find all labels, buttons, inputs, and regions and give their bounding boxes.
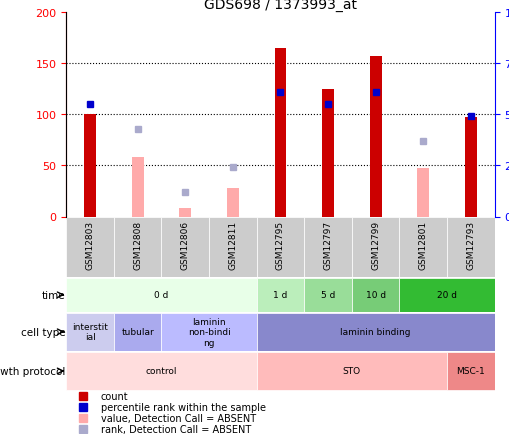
Bar [322, 89, 333, 217]
Bar [304, 217, 351, 278]
Bar [416, 169, 429, 217]
Bar [66, 352, 256, 390]
Bar [179, 209, 191, 217]
Text: laminin binding: laminin binding [340, 328, 410, 336]
Bar [66, 217, 114, 278]
Text: 20 d: 20 d [436, 291, 456, 299]
Bar [369, 57, 381, 217]
Text: value, Detection Call = ABSENT: value, Detection Call = ABSENT [100, 413, 255, 423]
Bar [399, 279, 494, 312]
Text: laminin
non-bindi
ng: laminin non-bindi ng [187, 317, 230, 347]
Text: 10 d: 10 d [365, 291, 385, 299]
Bar [84, 115, 96, 217]
Text: tubular: tubular [121, 328, 154, 336]
Text: GSM12799: GSM12799 [371, 220, 379, 269]
Bar [351, 279, 399, 312]
Text: rank, Detection Call = ABSENT: rank, Detection Call = ABSENT [100, 424, 250, 434]
Bar [227, 188, 238, 217]
Title: GDS698 / 1373993_at: GDS698 / 1373993_at [204, 0, 356, 12]
Bar [304, 279, 351, 312]
Bar [161, 313, 256, 351]
Text: 1 d: 1 d [273, 291, 287, 299]
Bar [256, 217, 304, 278]
Text: GSM12803: GSM12803 [86, 220, 94, 269]
Bar [446, 352, 494, 390]
Text: control: control [146, 367, 177, 375]
Text: GSM12811: GSM12811 [228, 220, 237, 269]
Text: count: count [100, 391, 128, 401]
Text: cell type: cell type [21, 327, 65, 337]
Text: GSM12795: GSM12795 [275, 220, 285, 269]
Bar [446, 217, 494, 278]
Bar [256, 313, 494, 351]
Bar [66, 313, 114, 351]
Bar [209, 217, 256, 278]
Text: STO: STO [342, 367, 360, 375]
Text: time: time [42, 290, 65, 300]
Bar [114, 313, 161, 351]
Bar [114, 217, 161, 278]
Text: 5 d: 5 d [320, 291, 334, 299]
Text: percentile rank within the sample: percentile rank within the sample [100, 402, 265, 412]
Text: GSM12801: GSM12801 [418, 220, 427, 269]
Bar [351, 217, 399, 278]
Bar [66, 279, 256, 312]
Text: GSM12797: GSM12797 [323, 220, 332, 269]
Bar [399, 217, 446, 278]
Text: GSM12793: GSM12793 [466, 220, 474, 269]
Text: growth protocol: growth protocol [0, 366, 65, 376]
Bar [464, 118, 476, 217]
Text: GSM12806: GSM12806 [181, 220, 189, 269]
Bar [274, 49, 286, 217]
Bar [131, 158, 144, 217]
Text: interstit
ial: interstit ial [72, 322, 108, 342]
Text: MSC-1: MSC-1 [456, 367, 485, 375]
Bar [161, 217, 209, 278]
Text: 0 d: 0 d [154, 291, 168, 299]
Text: GSM12808: GSM12808 [133, 220, 142, 269]
Bar [256, 352, 446, 390]
Bar [256, 279, 304, 312]
